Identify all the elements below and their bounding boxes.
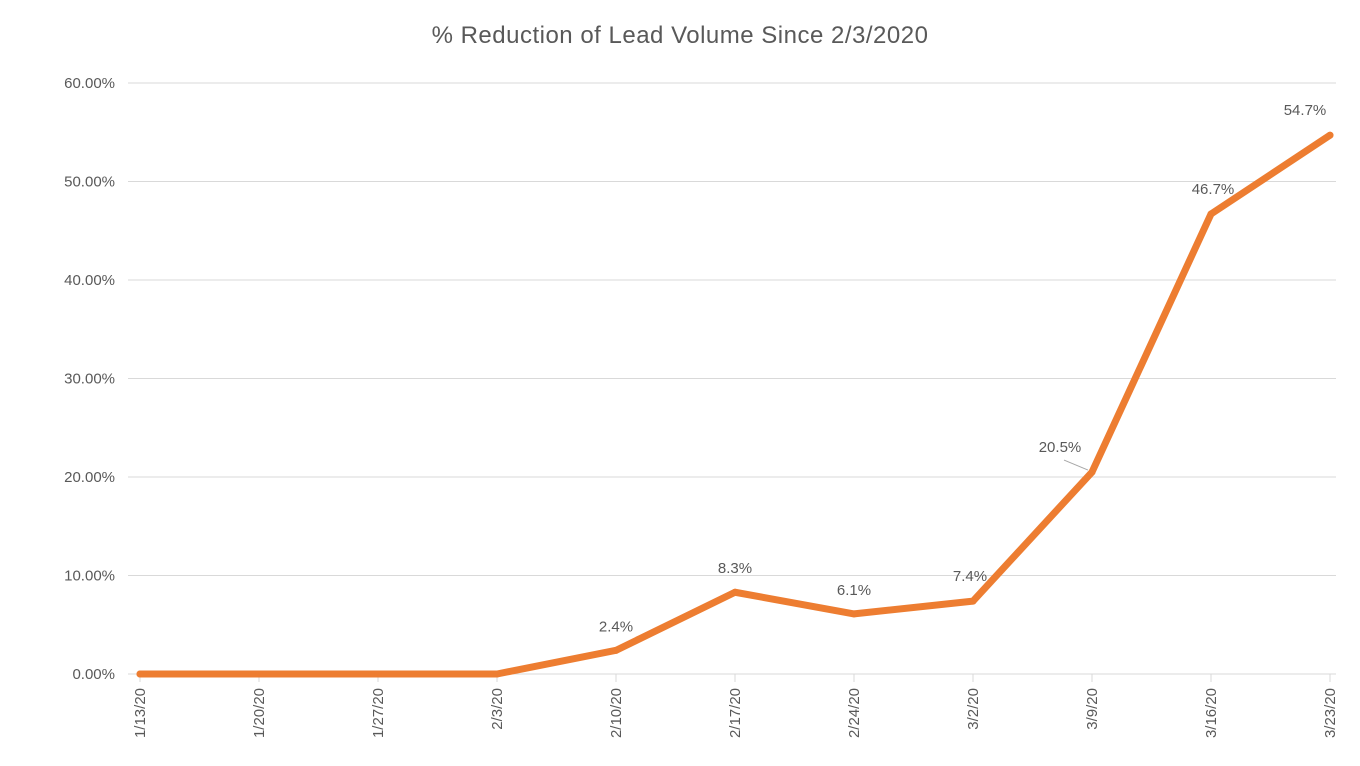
x-tick-label: 1/13/20 — [132, 688, 149, 738]
y-tick-label: 40.00% — [64, 272, 115, 289]
y-tick-label: 20.00% — [64, 469, 115, 486]
data-point — [136, 670, 144, 678]
data-point — [493, 670, 501, 678]
x-tick-label: 2/10/20 — [608, 688, 625, 738]
series-layer — [136, 131, 1334, 678]
data-label: 7.4% — [953, 568, 987, 585]
data-label: 2.4% — [599, 618, 633, 635]
y-tick-label: 60.00% — [64, 75, 115, 92]
data-label: 6.1% — [837, 582, 871, 599]
x-tick-label: 2/24/20 — [846, 688, 863, 738]
data-point — [1207, 210, 1215, 218]
data-point — [850, 610, 858, 618]
data-point — [255, 670, 263, 678]
x-axis-ticks: 1/13/20 1/20/20 1/27/20 2/3/20 2/10/20 2/17/2… — [132, 674, 1339, 738]
x-tick-label: 3/23/20 — [1322, 688, 1339, 738]
y-tick-label: 30.00% — [64, 371, 115, 388]
y-tick-label: 0.00% — [72, 666, 115, 683]
x-tick-label: 1/27/20 — [370, 688, 387, 738]
y-tick-label: 50.00% — [64, 174, 115, 191]
data-label: 20.5% — [1039, 439, 1082, 456]
data-point — [731, 588, 739, 596]
y-axis-ticks: 0.00% 10.00% 20.00% 30.00% 40.00% 50.00% 60.00… — [64, 75, 115, 683]
x-tick-label: 3/2/20 — [965, 688, 982, 730]
data-label: 8.3% — [718, 560, 752, 577]
data-point — [612, 646, 620, 654]
data-point — [1326, 131, 1334, 139]
leader-line — [1063, 459, 1089, 471]
data-label: 46.7% — [1192, 181, 1235, 198]
chart-title: % Reduction of Lead Volume Since 2/3/202… — [431, 22, 929, 49]
x-tick-label: 3/16/20 — [1203, 688, 1220, 738]
x-tick-label: 1/20/20 — [251, 688, 268, 738]
data-point — [969, 597, 977, 605]
x-tick-label: 2/3/20 — [489, 688, 506, 730]
data-labels: 2.4% 8.3% 6.1% 7.4% 20.5% 46.7% 54.7% — [599, 102, 1326, 635]
data-label: 54.7% — [1284, 102, 1327, 119]
data-point — [374, 670, 382, 678]
gridlines — [128, 82, 1336, 675]
y-tick-label: 10.00% — [64, 568, 115, 585]
x-tick-label: 2/17/20 — [727, 688, 744, 738]
data-point — [1088, 468, 1096, 476]
x-tick-label: 3/9/20 — [1084, 688, 1101, 730]
